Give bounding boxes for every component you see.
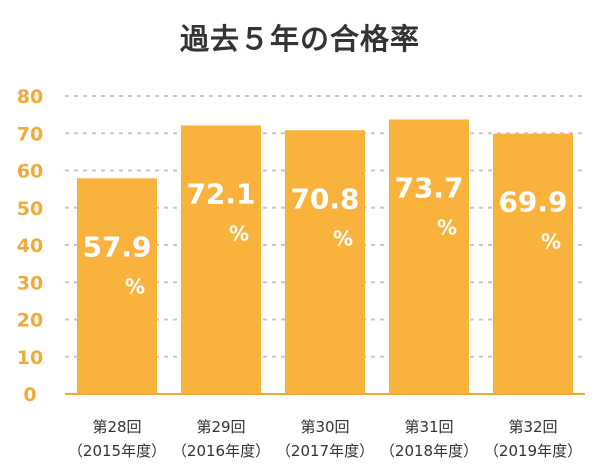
y-tick-label: 70 xyxy=(17,123,43,145)
bar xyxy=(493,133,573,394)
bar-unit-label: % xyxy=(333,226,353,250)
y-tick-label: 10 xyxy=(17,347,43,369)
y-tick-label: 40 xyxy=(17,235,43,257)
x-tick-sublabel: （2019年度） xyxy=(484,442,582,460)
x-tick-sublabel: （2016年度） xyxy=(172,442,270,460)
x-tick-label: 第29回 xyxy=(196,418,245,436)
bar xyxy=(181,125,261,395)
bar-unit-label: % xyxy=(541,230,561,254)
x-tick-label: 第28回 xyxy=(92,418,141,436)
x-tick-label: 第31回 xyxy=(404,418,453,436)
y-tick-label: 20 xyxy=(17,310,43,332)
bar-unit-label: % xyxy=(229,221,249,245)
y-tick-label: 50 xyxy=(17,198,43,220)
bar-value-label: 69.9 xyxy=(498,186,567,219)
bar-value-label: 70.8 xyxy=(290,182,359,215)
bar-value-label: 72.1 xyxy=(186,177,255,210)
bar xyxy=(285,130,365,394)
bar-unit-label: % xyxy=(437,215,457,239)
bar xyxy=(77,178,157,394)
bar-value-label: 57.9 xyxy=(82,230,151,263)
x-tick-sublabel: （2017年度） xyxy=(276,442,374,460)
y-tick-label: 60 xyxy=(17,161,43,183)
x-tick-label: 第30回 xyxy=(300,418,349,436)
bar-unit-label: % xyxy=(125,274,145,298)
y-tick-label: 0 xyxy=(23,384,36,406)
y-tick-label: 30 xyxy=(17,272,43,294)
bar xyxy=(389,119,469,394)
chart-title: 過去５年の合格率 xyxy=(179,22,420,56)
x-tick-sublabel: （2015年度） xyxy=(68,442,166,460)
x-tick-sublabel: （2018年度） xyxy=(380,442,478,460)
x-tick-label: 第32回 xyxy=(508,418,557,436)
y-tick-label: 80 xyxy=(17,86,43,108)
bar-value-label: 73.7 xyxy=(394,171,463,204)
